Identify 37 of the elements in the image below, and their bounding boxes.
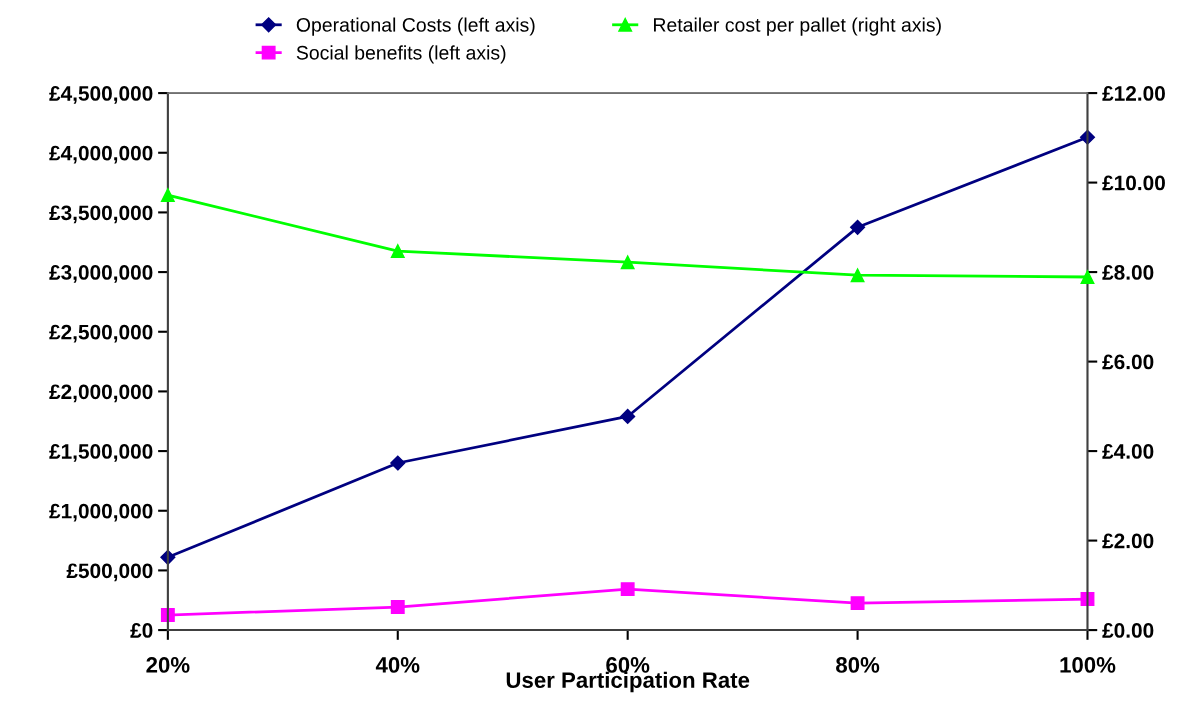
y2-tick-label: £12.00 — [1102, 86, 1165, 101]
point — [620, 408, 636, 425]
legend-label: Operational Costs (left axis) — [296, 17, 535, 36]
x-tick-label: 40% — [375, 657, 420, 673]
point — [850, 268, 865, 283]
y-tick-label: £1,000,000 — [49, 503, 153, 522]
point — [390, 600, 405, 614]
y-tick-label: £4,000,000 — [49, 145, 153, 164]
y2-tick-label: £10.00 — [1102, 175, 1165, 191]
y-tick-label: £3,000,000 — [49, 265, 153, 283]
point — [160, 188, 175, 203]
point — [850, 596, 865, 611]
y-tick-label: £3,500,000 — [49, 205, 153, 224]
y-tick-label: £2,000,000 — [49, 384, 153, 403]
point — [390, 455, 406, 471]
y-tick-label: £1,500,000 — [49, 444, 153, 462]
x-tick-label: 20% — [146, 657, 190, 673]
y-tick-label: £500,000 — [66, 563, 153, 582]
y2-tick-label: £8.00 — [1102, 265, 1154, 280]
y2-tick-label: £2.00 — [1102, 533, 1154, 549]
y-tick-label: £0 — [130, 623, 153, 638]
point — [620, 255, 635, 270]
x-tick-label: 80% — [836, 657, 880, 673]
point — [850, 219, 866, 235]
x-axis-title: User Participation Rate — [506, 671, 750, 693]
y2-tick-label: £4.00 — [1102, 444, 1154, 459]
legend-label: Retailer cost per pallet (right axis) — [654, 17, 941, 36]
point — [620, 582, 635, 597]
legend-label: Social benefits (left axis) — [296, 45, 506, 64]
point — [1080, 270, 1095, 284]
x-tick-label: 100% — [1060, 657, 1116, 673]
y-tick-label: £2,500,000 — [49, 324, 153, 343]
y-tick-label: £4,500,000 — [49, 86, 153, 104]
y2-tick-label: £0.00 — [1102, 623, 1154, 638]
y2-tick-label: £6.00 — [1102, 354, 1154, 370]
x-tick-label: 60% — [606, 657, 650, 673]
point — [390, 244, 405, 258]
